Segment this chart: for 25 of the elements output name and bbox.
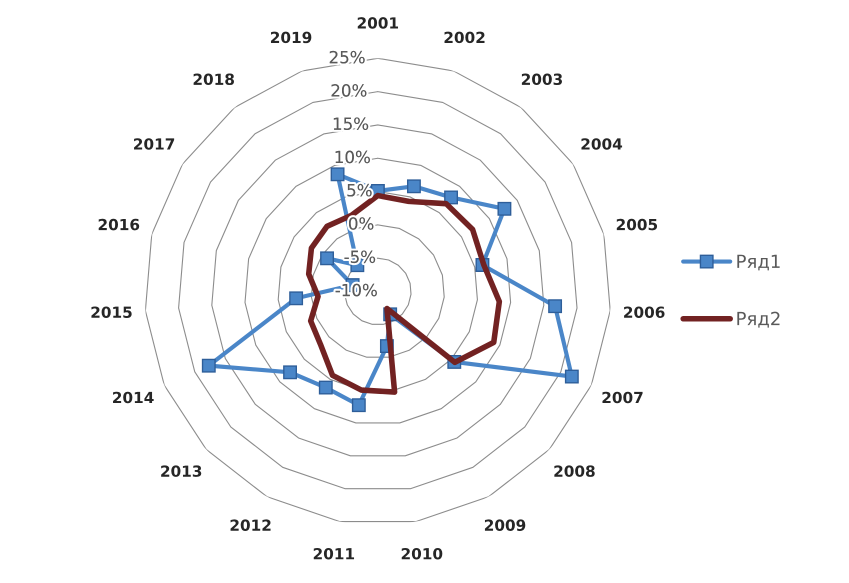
y-tick-label: 25% [330, 50, 365, 64]
spoke-label: 2008 [554, 465, 595, 477]
spoke-label: 2014 [113, 392, 154, 404]
spoke-label: 2001 [358, 17, 398, 29]
spoke-label: 2005 [616, 218, 658, 230]
spoke-label: 2018 [194, 73, 234, 86]
y-tick-label: 15% [334, 117, 368, 130]
y-tick-label: 20% [332, 84, 366, 97]
spoke-label: 2013 [161, 465, 202, 477]
spoke-label: 2012 [230, 519, 271, 531]
spoke-label: 2004 [581, 138, 622, 150]
legend-label: Ряд1 [737, 254, 780, 270]
spoke-label: 2017 [134, 138, 174, 150]
spoke-label: 2019 [270, 32, 312, 44]
spoke-label: 2009 [484, 519, 526, 531]
legend-label: Ряд2 [737, 312, 780, 328]
y-tick-label: 10% [336, 150, 370, 164]
spoke-label: 2010 [402, 548, 442, 560]
spoke-label: 2003 [522, 73, 562, 86]
spoke-label: 2016 [98, 218, 140, 230]
spoke-label: 2002 [444, 32, 485, 44]
spoke-label: 2011 [314, 548, 354, 560]
spoke-label: 2015 [91, 306, 132, 318]
spoke-label: 2006 [624, 306, 665, 318]
spoke-label: 2007 [602, 392, 643, 404]
